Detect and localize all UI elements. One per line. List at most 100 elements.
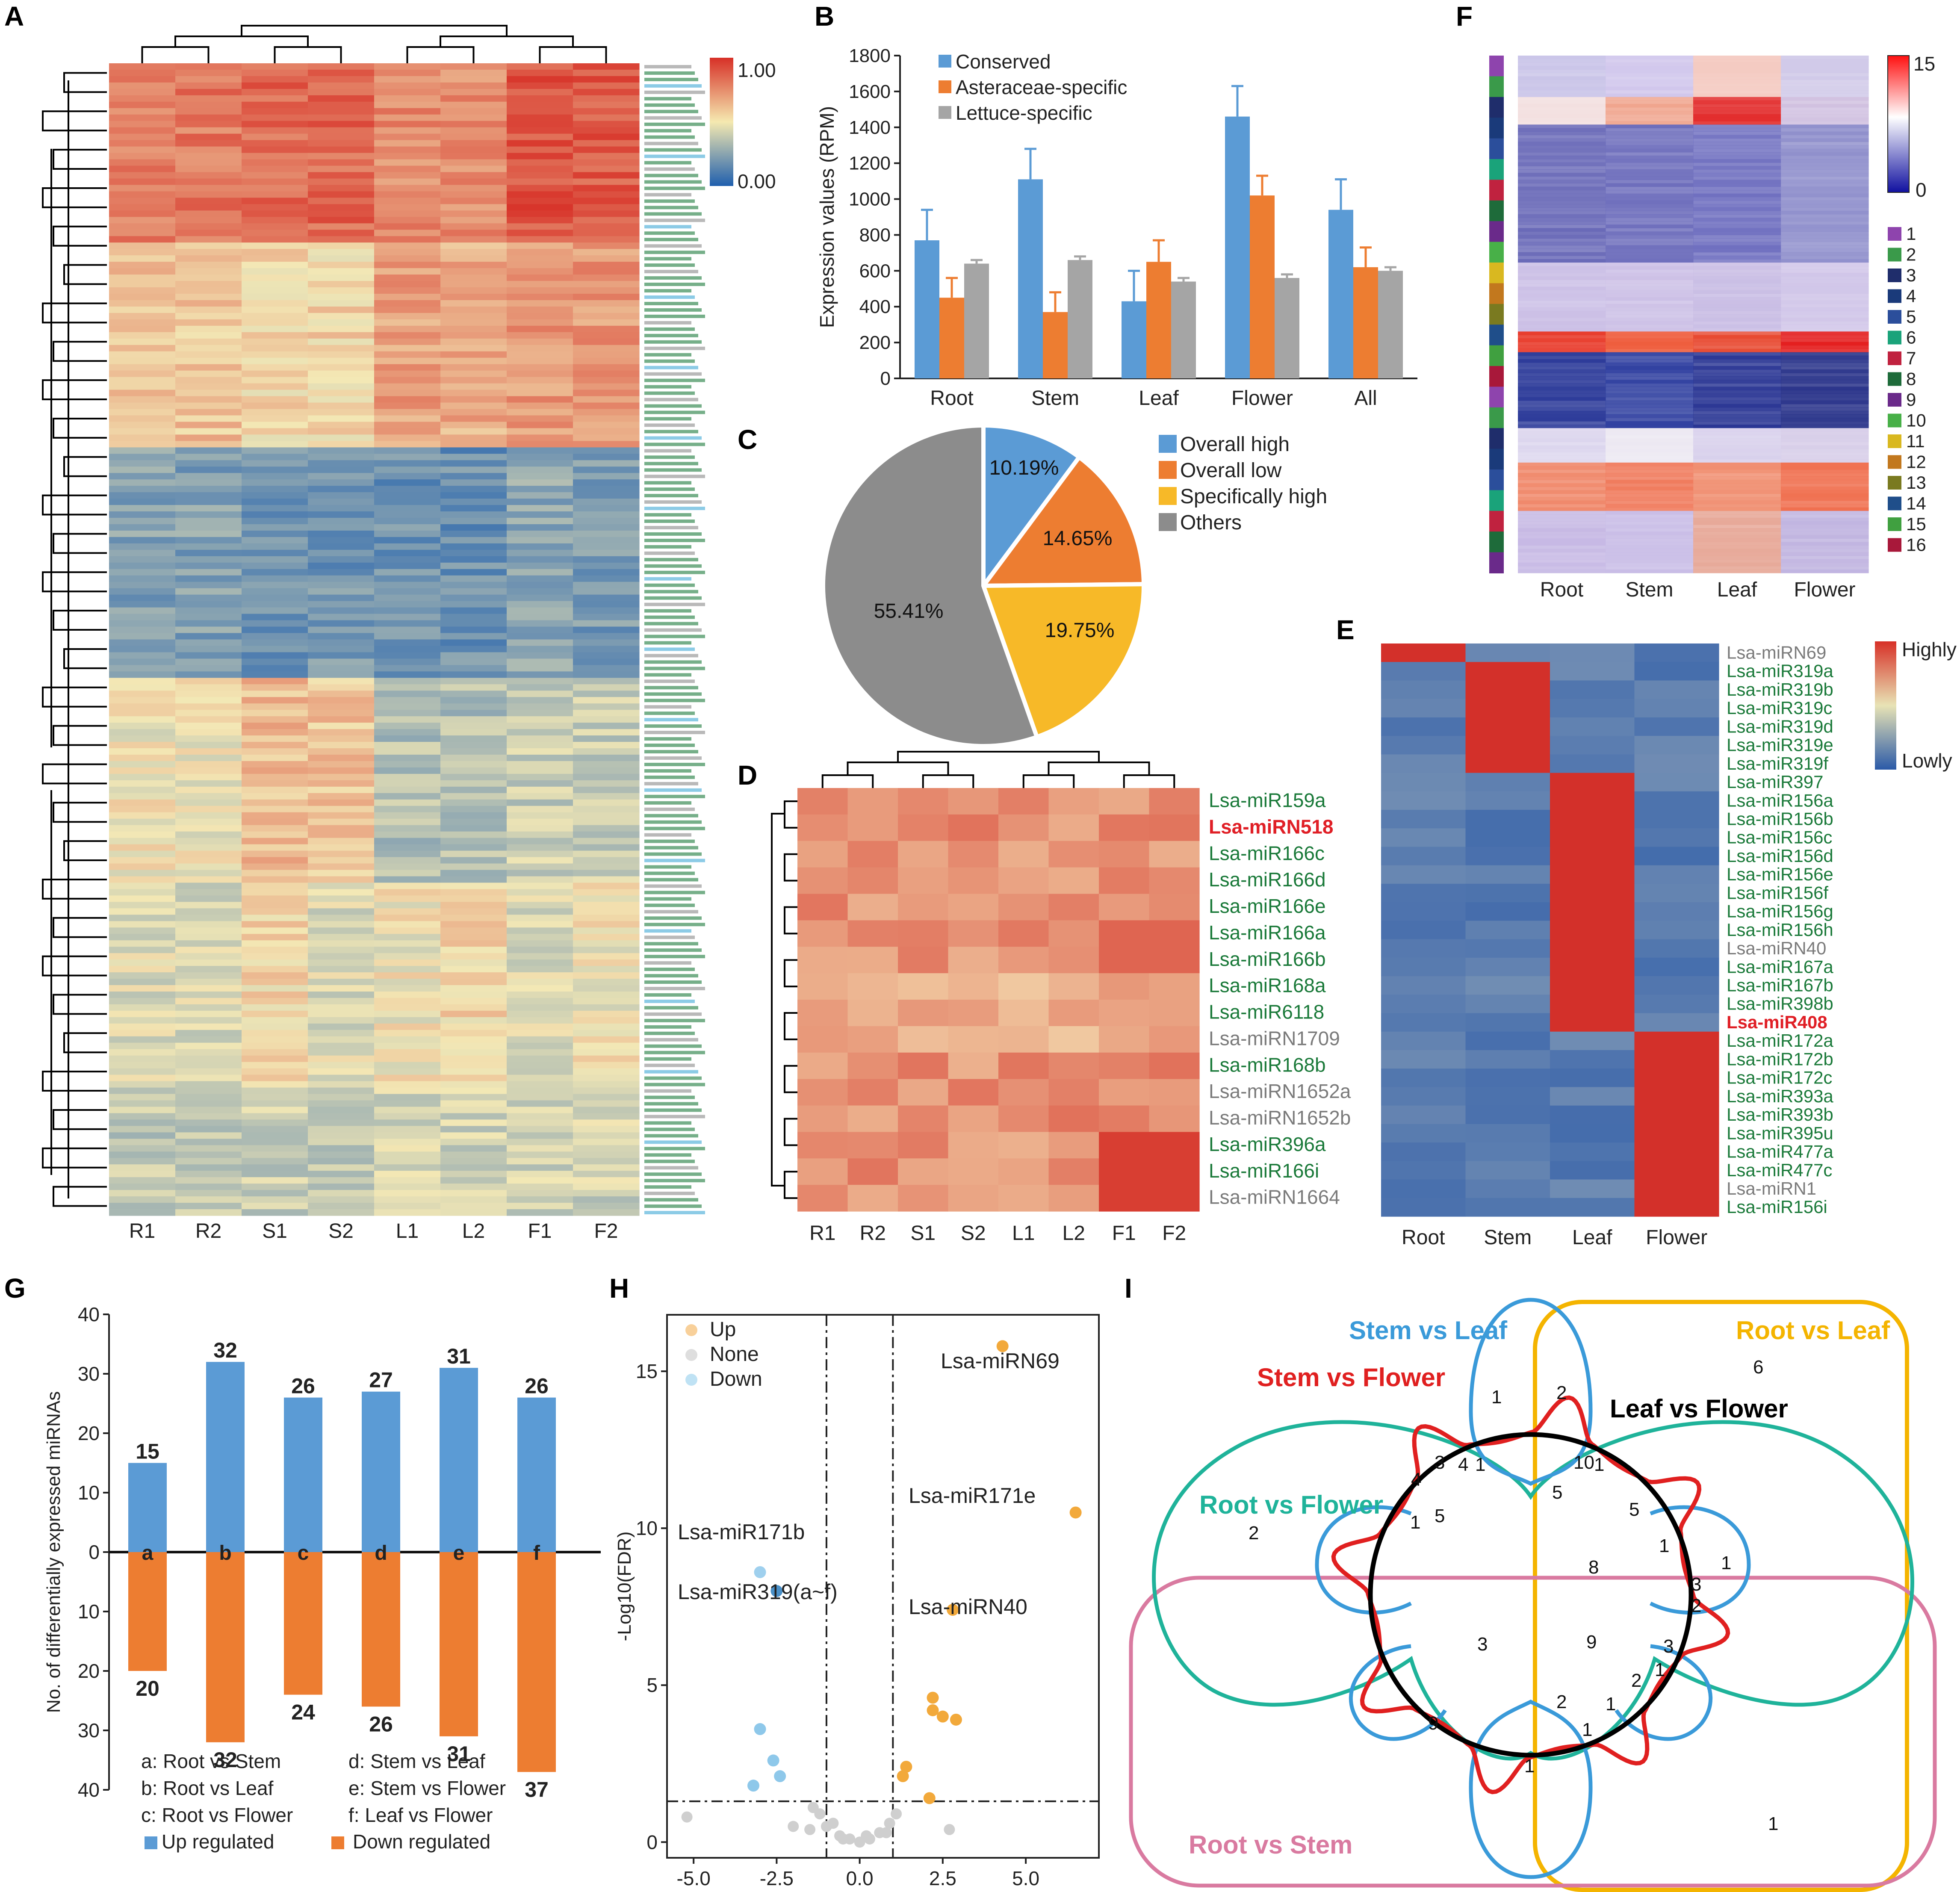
heatmap-a-cell [573, 729, 640, 736]
heatmap-f-cell [1518, 283, 1606, 287]
heatmap-a-cell [308, 492, 375, 499]
region-26: 2 [1556, 1691, 1567, 1712]
errorbar-b [946, 277, 958, 298]
heatmap-d-cell [797, 1000, 848, 1027]
heatmap-a-cell [175, 524, 242, 531]
heatmap-f-cell [1781, 228, 1869, 232]
heatmap-a-cell [308, 466, 375, 473]
heatmap-a-cell [308, 1042, 375, 1050]
heatmap-f-cell [1781, 473, 1869, 477]
legend-down: Down regulated [353, 1830, 490, 1853]
heatmap-a-cell [308, 1196, 375, 1203]
heatmap-a-cell [242, 831, 308, 838]
heatmap-a-cell [175, 735, 242, 742]
heatmap-a-cell [175, 345, 242, 352]
heatmap-a-cell [374, 370, 441, 378]
heatmap-f-cell [1693, 452, 1781, 456]
axis-b-xtick-label: Leaf [1139, 387, 1179, 410]
bar-g-down [128, 1552, 167, 1671]
heatmap-a-cell [109, 594, 176, 602]
heatmap-f-cell [1518, 473, 1606, 477]
heatmap-a-cell [374, 658, 441, 665]
heatmap-a-cell [109, 902, 176, 909]
heatmap-d-cell [1149, 1105, 1200, 1132]
heatmap-e-cell [1381, 1031, 1466, 1051]
heatmap-a-cell [308, 639, 375, 646]
heatmap-a-cell [440, 844, 507, 851]
legend-h-label: None [710, 1343, 759, 1366]
heatmap-a-cell [109, 249, 176, 256]
heatmap-a-cell [308, 697, 375, 704]
heatmap-e-cell [1634, 754, 1719, 773]
axis-g-ytick-label: 40 [78, 1779, 100, 1801]
heatmap-a-cell [374, 505, 441, 512]
heatmap-f-cell [1781, 425, 1869, 428]
heatmap-a-cell [308, 562, 375, 570]
heatmap-a-cell [242, 441, 308, 448]
heatmap-f-cell [1781, 407, 1869, 411]
dendrogram-d-branch [784, 906, 797, 935]
heatmap-a-cell [308, 870, 375, 877]
heatmap-a-cell [109, 1164, 176, 1171]
heatmap-e-row-label: Lsa-miR167b [1727, 975, 1833, 995]
heatmap-a-cell [573, 908, 640, 915]
legend-b-label: Conserved [956, 50, 1051, 73]
heatmap-a-cell [242, 793, 308, 800]
heatmap-f-cell [1693, 407, 1781, 411]
heatmap-d-cell [797, 841, 848, 868]
heatmap-a-row-label [644, 711, 695, 715]
heatmap-f-cell [1606, 242, 1694, 246]
heatmap-a-cell [374, 351, 441, 358]
heatmap-a-cell [242, 786, 308, 794]
heatmap-f-cell [1781, 335, 1869, 339]
heatmap-f-cell [1518, 462, 1606, 466]
heatmap-a-cell [308, 191, 375, 198]
heatmap-f-cell [1693, 328, 1781, 332]
heatmap-f-cell [1606, 290, 1694, 294]
heatmap-a-row-label [644, 641, 691, 645]
heatmap-f-cell [1693, 159, 1781, 163]
heatmap-a-cell [573, 1164, 640, 1171]
heatmap-a-cell [109, 159, 176, 166]
heatmap-e-cell [1381, 1161, 1466, 1180]
heatmap-d-row-label: Lsa-miR166a [1209, 921, 1326, 944]
heatmap-a-cell [573, 985, 640, 992]
heatmap-a-cell [440, 991, 507, 998]
heatmap-f-cell [1606, 269, 1694, 273]
heatmap-a-cell [507, 377, 573, 384]
heatmap-a-cell [175, 1171, 242, 1178]
heatmap-d-cell [898, 1079, 949, 1106]
heatmap-f-cell [1693, 425, 1781, 428]
heatmap-f-cell [1693, 473, 1781, 477]
heatmap-a-cell [308, 345, 375, 352]
pie-label-c: 10.19% [989, 457, 1059, 479]
heatmap-a-cell [109, 998, 176, 1005]
heatmap-a-cell [242, 466, 308, 473]
heatmap-a-cell [308, 383, 375, 390]
heatmap-a-cell [440, 159, 507, 166]
heatmap-a-cell [308, 409, 375, 416]
heatmap-a-cell [308, 652, 375, 659]
pie-chart-c: 10.19%14.65%19.75%55.41%Overall highOver… [821, 423, 1327, 748]
heatmap-a-cell [440, 530, 507, 537]
heatmap-a-cell [109, 678, 176, 685]
heatmap-e-cell [1465, 1050, 1550, 1069]
heatmap-a-row-label [644, 590, 698, 593]
heatmap-d-cell [847, 1052, 898, 1080]
bar-g-up-label: 27 [369, 1368, 393, 1392]
heatmap-a-cell [175, 127, 242, 134]
heatmap-f-cell [1518, 414, 1606, 418]
heatmap-f-cell [1781, 362, 1869, 366]
heatmap-a-cell [242, 863, 308, 871]
heatmap-a-cell [374, 543, 441, 550]
heatmap-a-row-label [644, 513, 691, 517]
heatmap-a-cell [573, 268, 640, 275]
heatmap-a-cell [175, 812, 242, 819]
heatmap-a-cell [175, 639, 242, 646]
heatmap-e-col-label: Leaf [1572, 1226, 1612, 1249]
legend-e-high: Highly [1902, 638, 1957, 661]
heatmap-f-cell [1606, 407, 1694, 411]
heatmap-a-cell [175, 499, 242, 505]
bar-g-up-label: 15 [136, 1440, 159, 1464]
heatmap-e-cell [1634, 1087, 1719, 1106]
